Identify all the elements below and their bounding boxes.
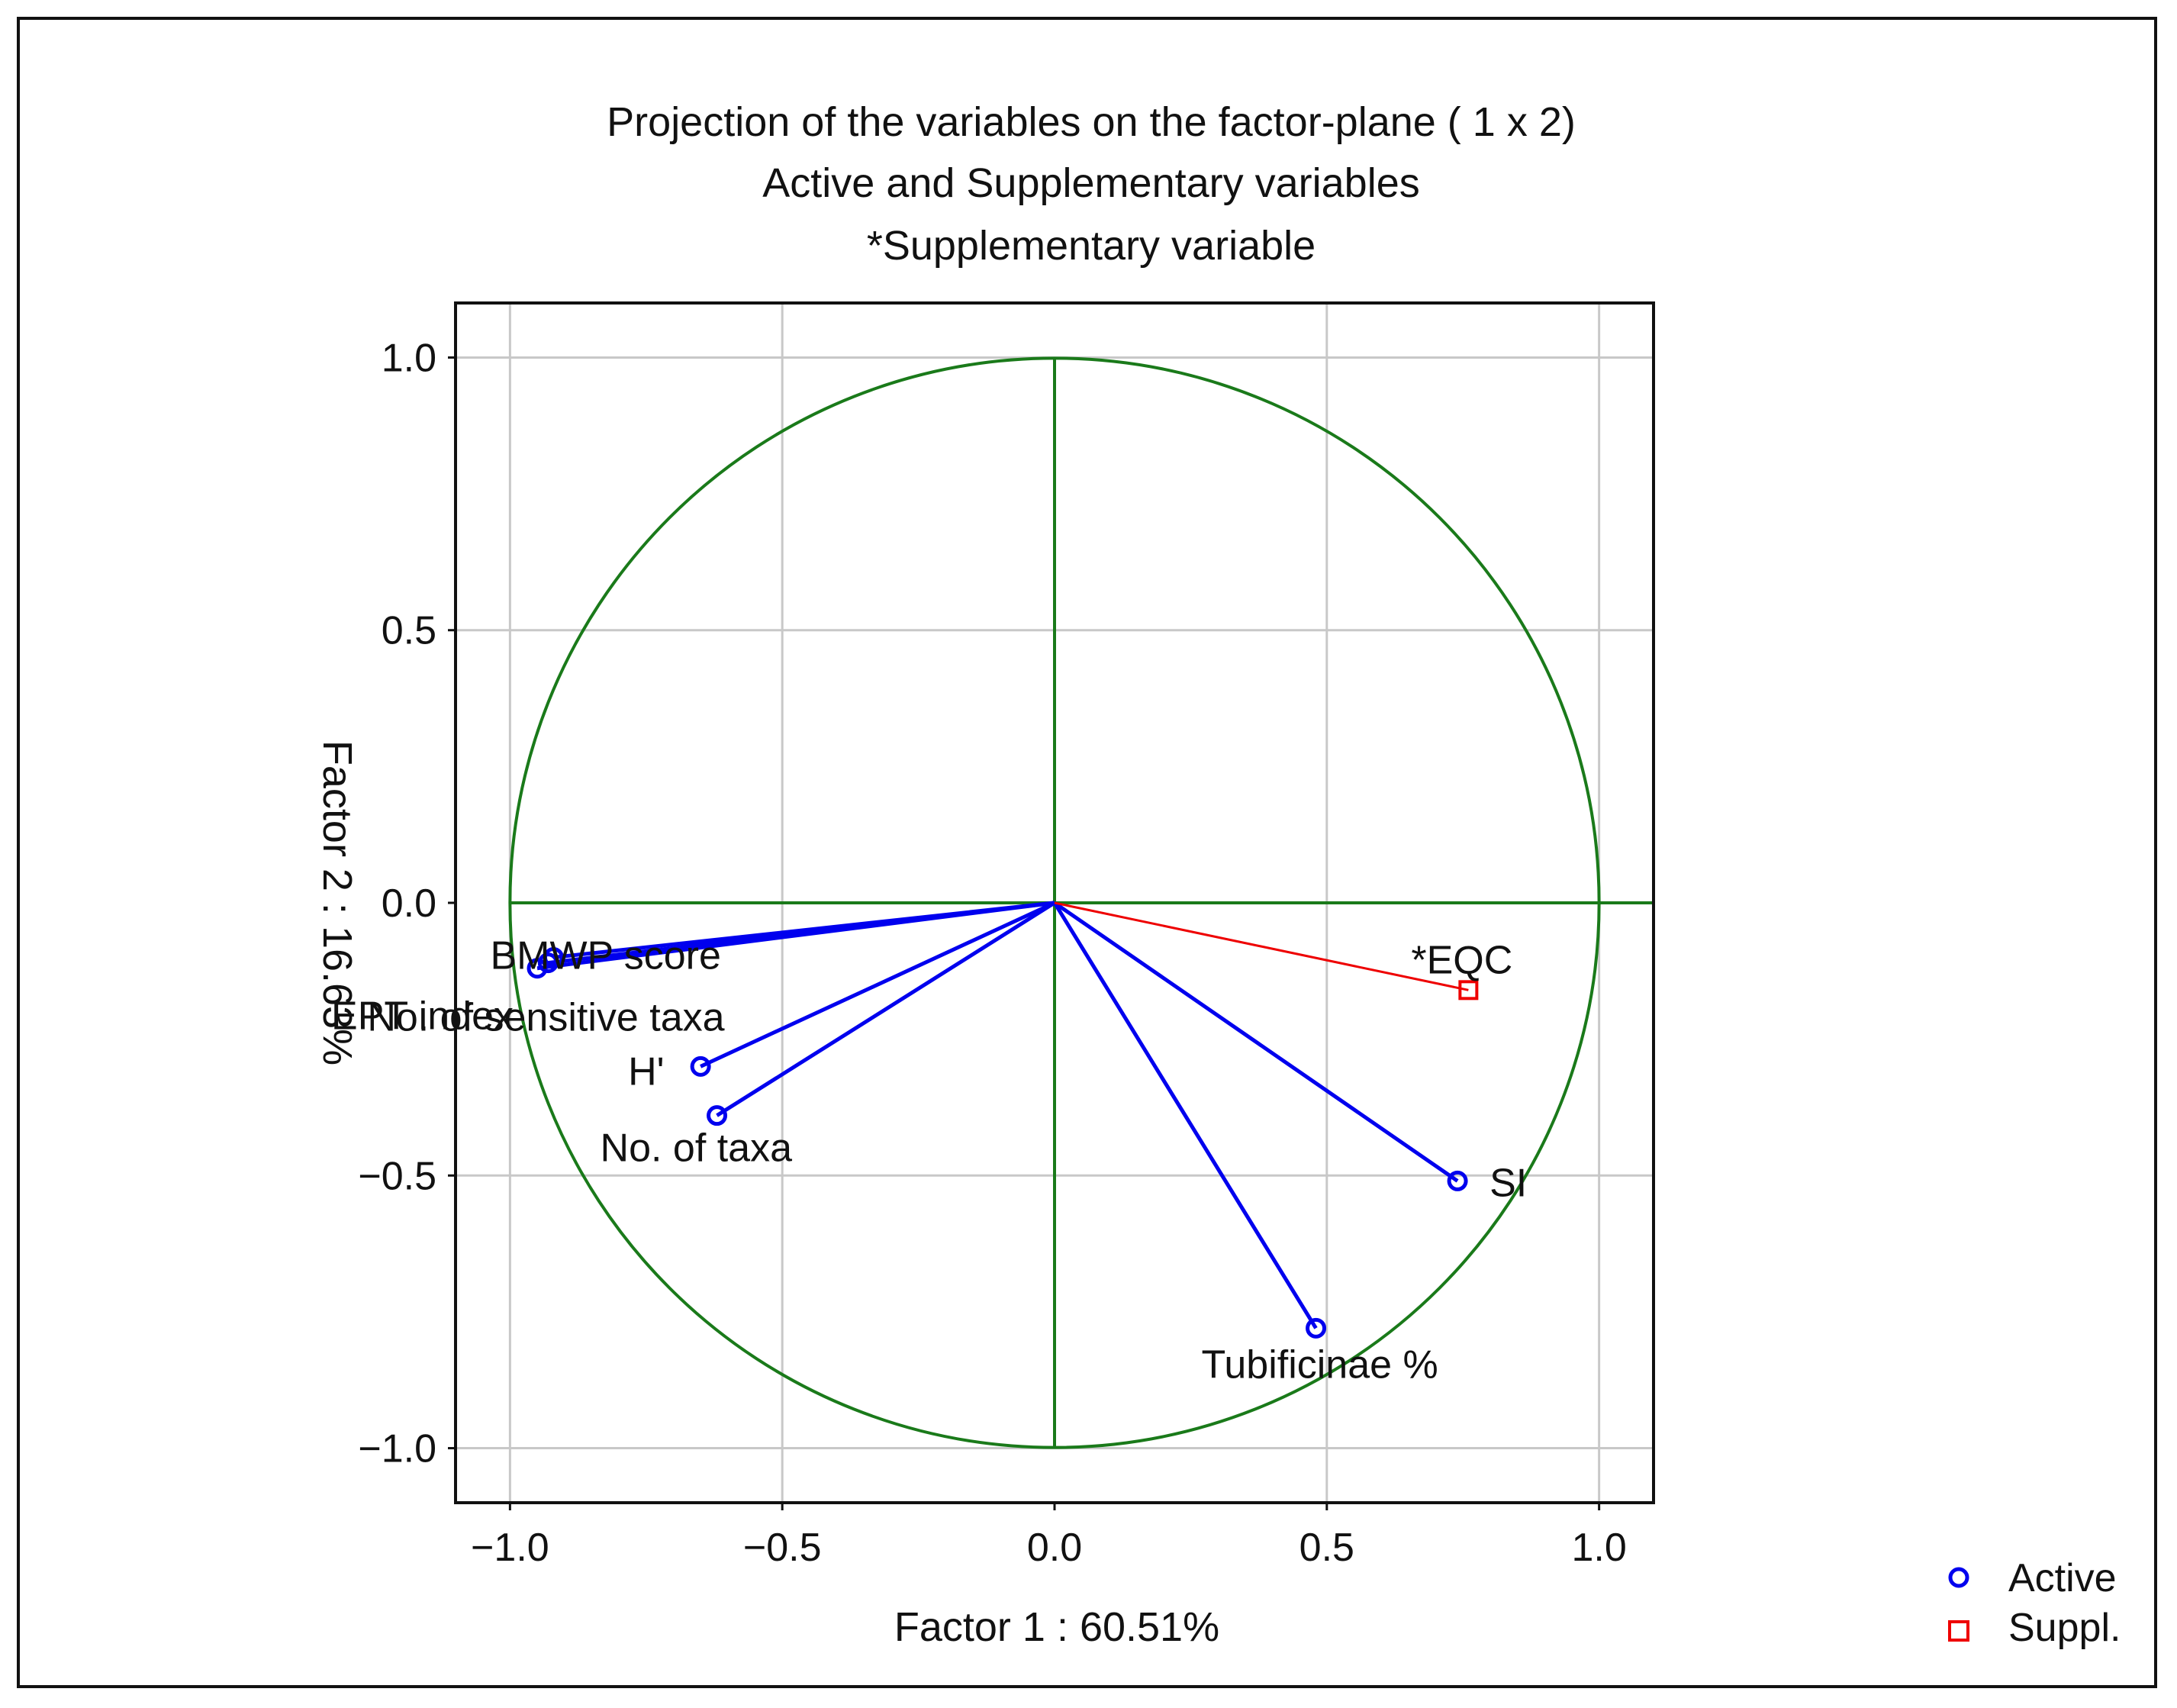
legend-active-marker — [1948, 1567, 1969, 1588]
legend-suppl-label: Suppl. — [2008, 1606, 2121, 1650]
vector-active — [716, 901, 1056, 1117]
title-line-3: *Supplementary variable — [867, 223, 1316, 269]
y-tick-label: −0.5 — [358, 1154, 436, 1198]
x-tick-label: 0.0 — [1027, 1526, 1082, 1570]
x-axis-label: Factor 1 : 60.51% — [894, 1604, 1219, 1650]
vector-active — [700, 901, 1056, 1068]
active-point-marker — [690, 1055, 711, 1077]
x-tick-label: 1.0 — [1571, 1526, 1626, 1570]
point-label: Tubificinae % — [1202, 1342, 1438, 1387]
active-point-marker — [707, 1105, 728, 1126]
unit-circle — [508, 356, 1654, 1449]
y-axis-label: Factor 2 : 16.63% — [314, 740, 360, 1065]
legend-active-label: Active — [2008, 1556, 2117, 1600]
active-point-marker — [1447, 1170, 1468, 1191]
y-axis-ticks: 1.0 0.5 0.0 −0.5 −1.0 — [358, 336, 456, 1471]
point-label: BMWP score — [490, 933, 720, 978]
y-tick-label: 0.0 — [382, 881, 436, 926]
chart-frame — [17, 17, 2157, 1688]
vector-suppl — [1054, 901, 1469, 991]
active-point-marker — [543, 946, 564, 968]
point-label: SI — [1489, 1161, 1527, 1205]
variable-vectors — [536, 901, 1469, 1329]
chart-title: Projection of the variables on the facto… — [607, 99, 1576, 269]
title-line-2: Active and Supplementary variables — [762, 160, 1419, 206]
point-label: *EQC — [1411, 938, 1512, 982]
y-tick-label: −1.0 — [358, 1427, 436, 1471]
vector-active — [1052, 901, 1318, 1329]
variable-points — [527, 946, 1479, 1339]
legend-suppl-marker — [1948, 1620, 1969, 1642]
point-label: H' — [628, 1049, 664, 1094]
x-axis-ticks: −1.0 −0.5 0.0 0.5 1.0 — [471, 1503, 1627, 1570]
vector-active — [548, 901, 1055, 965]
point-label: No. of taxa — [601, 1126, 793, 1171]
suppl-point-marker — [1458, 980, 1479, 1001]
legend: Active Suppl. — [1948, 1556, 2121, 1650]
x-tick-label: −0.5 — [743, 1526, 822, 1570]
point-label: No. of sensitive taxa — [367, 996, 724, 1040]
x-tick-label: 0.5 — [1299, 1526, 1354, 1570]
y-tick-label: 0.5 — [382, 609, 436, 653]
x-tick-label: −1.0 — [471, 1526, 549, 1570]
point-label: EPT index — [331, 994, 514, 1039]
active-point-marker — [1306, 1317, 1327, 1339]
title-line-1: Projection of the variables on the facto… — [607, 99, 1576, 145]
y-tick-label: 1.0 — [382, 336, 436, 380]
active-point-marker — [537, 952, 559, 974]
active-point-marker — [527, 958, 548, 979]
vector-active — [1053, 901, 1459, 1183]
